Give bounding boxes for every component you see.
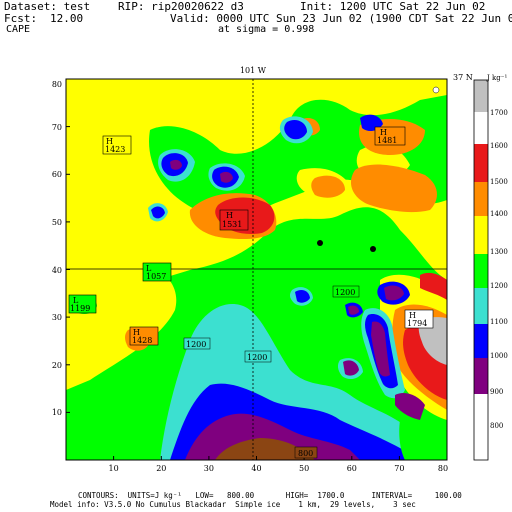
high-marker: H 1428	[129, 326, 159, 346]
svg-text:1200: 1200	[186, 340, 206, 349]
y-tick-label: 40	[52, 266, 62, 275]
x-tick-label: 60	[347, 464, 357, 473]
svg-text:H: H	[106, 137, 113, 146]
y-tick-label: 50	[52, 218, 62, 227]
legend-level: 1200	[490, 282, 508, 290]
init-label: Init: 1200 UTC Sat 22 Jun 02	[300, 0, 486, 13]
svg-text:L: L	[73, 296, 79, 305]
meridian-label: 101 W	[240, 66, 267, 75]
dataset-label: Dataset: test	[4, 0, 91, 13]
y-axis-ticks	[66, 78, 70, 413]
svg-text:1200: 1200	[335, 288, 355, 297]
y-tick-label: 80	[52, 80, 62, 89]
high-marker: H 1531	[219, 209, 249, 231]
svg-text:1199: 1199	[70, 304, 90, 313]
high-marker: H 1794	[404, 309, 434, 329]
high-marker: H 1481	[374, 126, 406, 146]
svg-text:1057: 1057	[146, 272, 166, 281]
x-tick-label: 50	[299, 464, 309, 473]
svg-text:H: H	[133, 328, 140, 337]
svg-text:1423: 1423	[105, 145, 125, 154]
svg-text:1200: 1200	[247, 353, 267, 362]
field-name: CAPE	[6, 24, 31, 35]
svg-text:800: 800	[298, 449, 313, 458]
parallel-label: 37 N	[453, 73, 473, 82]
y-tick-label: 20	[52, 361, 62, 370]
contour-label: 1200	[332, 285, 360, 298]
x-tick-label: 10	[109, 464, 119, 473]
legend-level: 1400	[490, 210, 508, 218]
low-marker: L 1057	[142, 262, 172, 282]
x-tick-label: 80	[438, 464, 448, 473]
y-tick-label: 60	[52, 170, 62, 179]
legend-colorbar	[473, 79, 489, 461]
legend-level: 1700	[490, 109, 508, 117]
contour-label: 1200	[183, 337, 211, 350]
x-tick-label: 30	[204, 464, 214, 473]
legend-level: 1100	[490, 318, 508, 326]
svg-text:1481: 1481	[377, 136, 397, 145]
svg-text:1531: 1531	[222, 220, 242, 229]
sigma-label: at sigma = 0.998	[218, 24, 315, 35]
contour-info: CONTOURS: UNITS=J kg⁻¹ LOW= 800.00 HIGH=…	[78, 491, 462, 500]
contour-label: 800	[294, 446, 318, 459]
fcst-value: 12.00	[50, 12, 84, 25]
svg-text:1794: 1794	[407, 319, 427, 328]
svg-text:H: H	[380, 128, 387, 137]
high-marker: H 1423	[102, 135, 132, 155]
legend-level: 1500	[490, 178, 508, 186]
svg-text:H: H	[409, 311, 416, 320]
rip-label: RIP: rip20020622 d3	[118, 0, 244, 13]
x-tick-label: 40	[251, 464, 261, 473]
legend-level: 900	[490, 388, 503, 396]
y-tick-label: 70	[52, 123, 62, 132]
valid-label: Valid: 0000 UTC Sun 23 Jun 02 (1900 CDT …	[170, 12, 512, 25]
svg-text:L: L	[146, 264, 152, 273]
legend-level: 1300	[490, 248, 508, 256]
y-tick-label: 30	[52, 313, 62, 322]
legend-unit: J kg⁻¹	[486, 74, 507, 82]
contour-label: 1200	[244, 350, 272, 363]
legend-level: 1000	[490, 352, 508, 360]
x-tick-label: 70	[394, 464, 404, 473]
model-info: Model info: V3.5.0 No Cumulus Blackadar …	[50, 500, 416, 509]
legend-level: 1600	[490, 142, 508, 150]
legend-level: 800	[490, 422, 503, 430]
svg-text:H: H	[226, 211, 233, 220]
low-marker: L 1199	[68, 294, 97, 314]
x-tick-label: 20	[156, 464, 166, 473]
y-tick-label: 10	[52, 408, 62, 417]
svg-text:1428: 1428	[132, 336, 152, 345]
fcst-label: Fcst:	[4, 12, 38, 25]
